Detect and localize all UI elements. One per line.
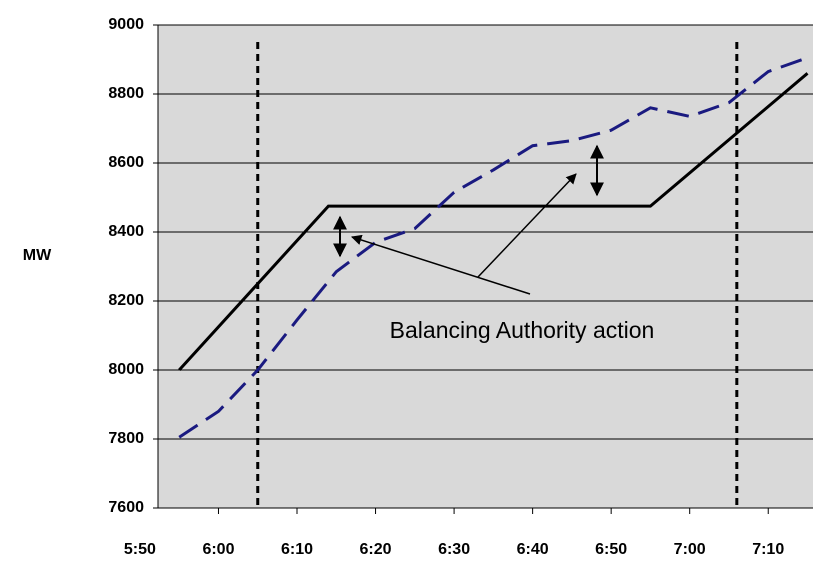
- grid: [153, 24, 813, 514]
- plot-area: [158, 25, 813, 508]
- pointer-arrow: [351, 234, 531, 295]
- x-tick-label: 6:20: [360, 541, 392, 558]
- x-tick-label: 7:10: [752, 541, 784, 558]
- x-tick-label: 6:40: [517, 541, 549, 558]
- x-tick-label: 6:10: [281, 541, 313, 558]
- y-tick-label: 8400: [108, 223, 144, 240]
- pointer-arrow: [477, 173, 577, 278]
- y-tick-label: 7600: [108, 499, 144, 516]
- y-tick-label: 8200: [108, 292, 144, 309]
- x-tick-label: 6:00: [202, 541, 234, 558]
- x-tick-label: 6:30: [438, 541, 470, 558]
- series-line: [178, 72, 809, 372]
- y-tick-label: 8000: [108, 361, 144, 378]
- x-tick-label: 6:50: [595, 541, 627, 558]
- y-tick-label: 8600: [108, 154, 144, 171]
- y-tick-label: 7800: [108, 430, 144, 447]
- y-tick-label: 8800: [108, 85, 144, 102]
- y-tick-label: 9000: [108, 16, 144, 33]
- lines: [178, 42, 809, 508]
- x-tick-label: 7:00: [674, 541, 706, 558]
- annotation: Balancing Authority action: [390, 317, 655, 343]
- x-tick-label: 5:50: [124, 541, 156, 558]
- series-line: [178, 56, 808, 439]
- y-axis-label: MW: [23, 247, 52, 264]
